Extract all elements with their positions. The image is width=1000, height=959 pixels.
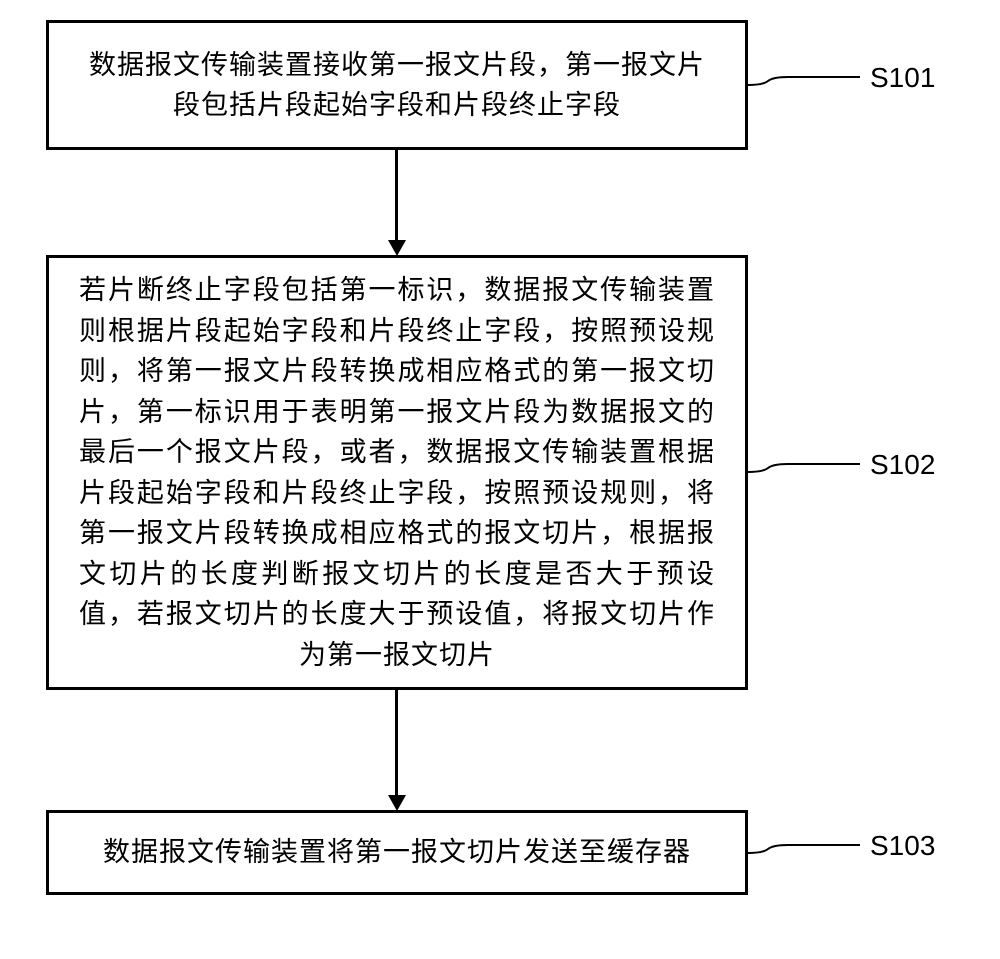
arrow-1-head	[388, 240, 406, 256]
flowchart-node-s101: 数据报文传输装置接收第一报文片段，第一报文片段包括片段起始字段和片段终止字段	[46, 20, 748, 150]
node-text: 数据报文传输装置将第一报文切片发送至缓存器	[103, 832, 691, 873]
node-text: 若片断终止字段包括第一标识，数据报文传输装置则根据片段起始字段和片段终止字段，按…	[79, 270, 715, 675]
node-text: 数据报文传输装置接收第一报文片段，第一报文片段包括片段起始字段和片段终止字段	[79, 45, 715, 126]
flowchart-node-s102: 若片断终止字段包括第一标识，数据报文传输装置则根据片段起始字段和片段终止字段，按…	[46, 255, 748, 690]
connector-s103	[748, 843, 860, 863]
connector-s101	[748, 75, 860, 95]
step-label-s103: S103	[870, 830, 935, 862]
flowchart-node-s103: 数据报文传输装置将第一报文切片发送至缓存器	[46, 810, 748, 895]
step-label-s101: S101	[870, 62, 935, 94]
arrow-2-head	[388, 795, 406, 811]
connector-s102	[748, 462, 860, 482]
step-label-s102: S102	[870, 449, 935, 481]
flowchart-container: 数据报文传输装置接收第一报文片段，第一报文片段包括片段起始字段和片段终止字段 S…	[0, 0, 1000, 959]
arrow-1-line	[395, 150, 398, 240]
arrow-2-line	[395, 690, 398, 795]
